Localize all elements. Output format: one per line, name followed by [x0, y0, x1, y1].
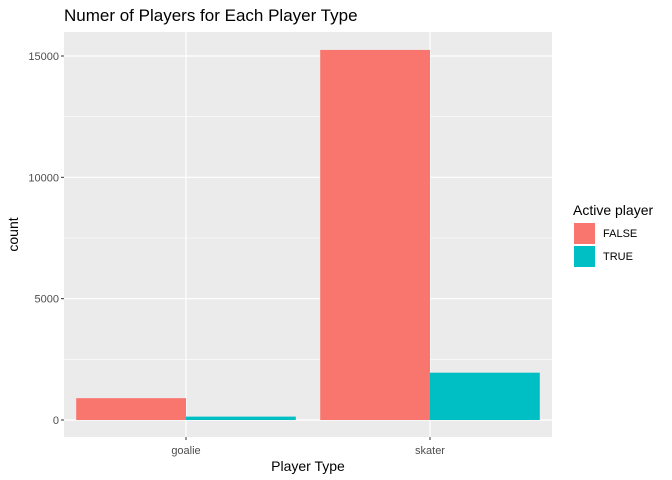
legend-key-true [574, 246, 595, 267]
y-tick-label: 0 [53, 415, 59, 427]
bar-goalie-false [76, 398, 186, 420]
legend-key-false [574, 223, 595, 244]
y-axis-title: count [5, 217, 21, 251]
y-tick-label: 10000 [28, 172, 59, 184]
legend-title: Active player [573, 202, 653, 218]
legend: Active player FALSE TRUE [573, 202, 653, 267]
minor-gridlines [64, 116, 552, 360]
bar-skater-false [320, 49, 430, 420]
chart-title: Numer of Players for Each Player Type [64, 6, 358, 25]
plot-panel [64, 32, 552, 437]
x-tick-label: skater [415, 445, 445, 457]
bar-skater-true [430, 372, 540, 420]
legend-label-true: TRUE [603, 251, 633, 263]
y-tick-label: 5000 [35, 294, 59, 306]
x-axis-title: Player Type [271, 458, 345, 474]
y-tick-label: 15000 [28, 51, 59, 63]
bar-goalie-true [186, 416, 296, 420]
x-axis-ticks: goalie skater [171, 437, 445, 457]
bars [76, 49, 540, 420]
y-axis-ticks: 0 5000 10000 15000 [28, 51, 64, 427]
x-tick-label: goalie [171, 445, 200, 457]
legend-label-false: FALSE [603, 228, 637, 240]
